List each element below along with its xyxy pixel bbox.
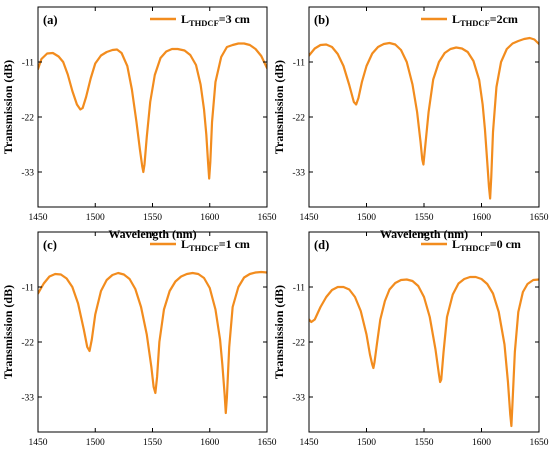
x-tick-label: 1600 — [200, 213, 219, 223]
x-tick-label: 1550 — [415, 438, 434, 448]
transmission-line — [309, 36, 539, 200]
x-tick-label: 1550 — [143, 438, 162, 448]
legend-label: LTHDCF=0 cm — [452, 237, 521, 253]
y-tick-label: -22 — [21, 339, 34, 349]
y-axis-title: Transmission (dB) — [272, 285, 286, 379]
y-axis-title: Transmission (dB) — [1, 60, 15, 154]
y-tick-label: -11 — [22, 284, 35, 294]
x-tick-label: 1500 — [357, 438, 376, 448]
plot-frame — [308, 231, 540, 433]
x-tick-label: 1450 — [29, 438, 48, 448]
y-tick-label: -33 — [292, 169, 305, 179]
x-tick-label: 1500 — [86, 438, 105, 448]
panel-label: (d) — [314, 238, 329, 252]
x-tick-label: 1500 — [86, 213, 105, 223]
x-tick-label: 1650 — [258, 213, 277, 223]
y-tick-label: -33 — [21, 169, 34, 179]
y-axis-title: Transmission (dB) — [1, 285, 15, 379]
y-tick-label: -11 — [293, 284, 306, 294]
chart-panel-2: 14501500155016001650-11-22-33Wavelength … — [1, 231, 277, 448]
y-tick-label: -22 — [292, 114, 305, 124]
plot-frame — [37, 6, 268, 208]
panel-label: (b) — [314, 13, 329, 27]
y-tick-label: -22 — [292, 339, 305, 349]
x-tick-label: 1450 — [300, 438, 319, 448]
x-tick-label: 1500 — [357, 213, 376, 223]
y-tick-label: -11 — [22, 59, 35, 69]
x-tick-label: 1600 — [472, 438, 491, 448]
x-tick-label: 1450 — [300, 213, 319, 223]
x-tick-label: 1600 — [200, 438, 219, 448]
x-tick-label: 1650 — [258, 438, 277, 448]
plot-frame — [308, 6, 540, 208]
x-tick-label: 1650 — [530, 438, 549, 448]
panel-label: (c) — [43, 238, 57, 252]
x-tick-label: 1600 — [472, 213, 491, 223]
x-tick-label: 1550 — [415, 213, 434, 223]
legend-label: LTHDCF=1 cm — [181, 237, 250, 253]
chart-panel-0: 1450 1500 1550 1600 1650-11-22-33Wavelength … — [1, 6, 277, 241]
chart-panel-3: 14501500155016001650-11-22-33Wavelength … — [272, 231, 549, 448]
y-tick-label: -11 — [293, 59, 306, 69]
legend-label: LTHDCF=2cm — [452, 12, 518, 28]
x-tick-label: 1550 — [143, 213, 162, 223]
legend-label: LTHDCF=3 cm — [181, 12, 250, 28]
y-tick-label: -33 — [21, 394, 34, 404]
x-tick-label: 1650 — [530, 213, 549, 223]
panel-label: (a) — [43, 13, 58, 27]
plot-frame — [37, 231, 268, 433]
transmission-line — [38, 42, 267, 180]
y-axis-title: Transmission (dB) — [272, 60, 286, 154]
transmission-line — [309, 275, 539, 428]
y-tick-label: -33 — [292, 394, 305, 404]
transmission-line — [38, 270, 267, 415]
y-tick-label: -22 — [21, 114, 34, 124]
chart-panel-1: 1450 1500 1550 1600 1650-11-22-33Wavelength … — [272, 6, 549, 241]
x-tick-label: 1450 — [29, 213, 48, 223]
